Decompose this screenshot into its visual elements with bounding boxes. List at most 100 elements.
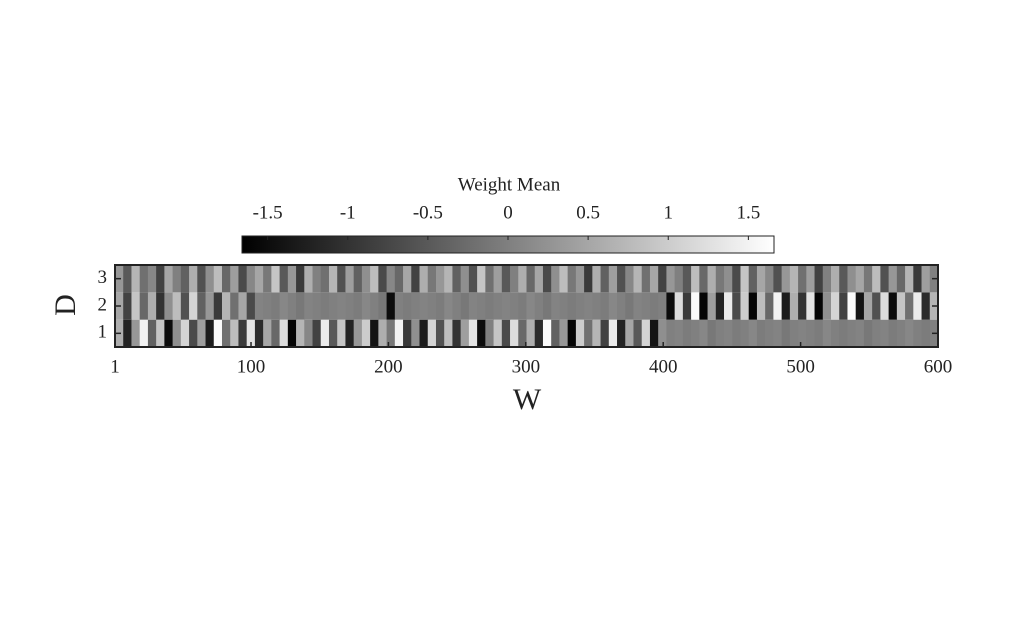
heatmap-cell xyxy=(600,292,610,320)
heatmap-cell xyxy=(831,319,840,347)
heatmap-cell xyxy=(814,319,824,347)
heatmap-cell xyxy=(477,265,486,293)
colorbar-tick-label: 0.5 xyxy=(576,202,600,223)
heatmap-cell xyxy=(913,265,922,293)
heatmap-cell xyxy=(254,319,264,347)
heatmap-cell xyxy=(419,265,429,293)
heatmap-cell xyxy=(386,265,396,293)
heatmap-cell xyxy=(485,265,494,293)
heatmap-cell xyxy=(896,265,906,293)
heatmap-cell xyxy=(888,292,898,320)
heatmap-cell xyxy=(304,319,313,347)
heatmap-cell xyxy=(699,292,708,320)
heatmap-cell xyxy=(444,265,453,293)
heatmap-cell xyxy=(625,292,634,320)
heatmap-cell xyxy=(625,319,634,347)
heatmap-cell xyxy=(575,319,585,347)
heatmap-cell xyxy=(526,292,536,320)
heatmap-cell xyxy=(756,265,766,293)
heatmap-cell xyxy=(691,319,700,347)
heatmap-cell xyxy=(740,265,750,293)
heatmap-cell xyxy=(724,319,733,347)
heatmap-cell xyxy=(378,265,387,293)
heatmap-cell xyxy=(608,319,618,347)
heatmap-cell xyxy=(361,292,371,320)
heatmap-cell xyxy=(542,265,552,293)
heatmap-cell xyxy=(896,319,906,347)
heatmap-cell xyxy=(147,319,157,347)
heatmap-cell xyxy=(831,265,840,293)
colorbar-tick-label: 1.5 xyxy=(736,202,760,223)
heatmap-cell xyxy=(584,319,593,347)
heatmap-cell xyxy=(674,319,684,347)
heatmap-cell xyxy=(592,319,601,347)
heatmap-cell xyxy=(139,319,149,347)
heatmap-cell xyxy=(180,265,190,293)
heatmap-cell xyxy=(773,319,783,347)
heatmap-cell xyxy=(732,319,741,347)
heatmap-cell xyxy=(172,319,182,347)
heatmap-cell xyxy=(724,292,733,320)
heatmap-cell xyxy=(213,265,223,293)
colorbar-tick-label: -1 xyxy=(340,202,356,223)
heatmap-cell xyxy=(246,292,256,320)
colorbar-tick-label: 0 xyxy=(503,202,513,223)
heatmap-cell xyxy=(312,265,322,293)
heatmap-cell xyxy=(806,319,815,347)
heatmap-cell xyxy=(123,265,132,293)
heatmap-cell xyxy=(715,292,725,320)
axes: 1 100 200 300 400 500 600 1 2 3 xyxy=(98,264,952,377)
heatmap-cell xyxy=(287,319,297,347)
heatmap-cell xyxy=(361,265,371,293)
heatmap-cell xyxy=(287,265,297,293)
heatmap-cell xyxy=(156,292,165,320)
heatmap-cell xyxy=(254,265,264,293)
colorbar-tick-label: -1.5 xyxy=(253,202,283,223)
heatmap-cell xyxy=(493,292,503,320)
heatmap-cell xyxy=(822,265,832,293)
heatmap-cell xyxy=(715,265,725,293)
heatmap-cell xyxy=(855,265,865,293)
heatmap-cell xyxy=(378,319,387,347)
heatmap-cell xyxy=(123,292,132,320)
heatmap-cell xyxy=(798,292,807,320)
heatmap-cell xyxy=(197,292,206,320)
heatmap-cell xyxy=(921,292,931,320)
x-tick-label: 500 xyxy=(786,356,815,377)
heatmap-cell xyxy=(863,265,873,293)
heatmap-cell xyxy=(320,292,330,320)
heatmap-cell xyxy=(156,265,165,293)
heatmap-cell xyxy=(353,292,363,320)
heatmap-cell xyxy=(847,292,857,320)
heatmap-cell xyxy=(403,292,412,320)
heatmap-cell xyxy=(131,319,141,347)
heatmap-cell xyxy=(600,319,610,347)
heatmap-cell xyxy=(534,292,544,320)
heatmap-cell xyxy=(617,265,626,293)
heatmap-cell xyxy=(682,265,692,293)
heatmap-cell xyxy=(798,265,807,293)
heatmap-cell xyxy=(913,292,922,320)
heatmap-cell xyxy=(584,292,593,320)
heatmap-cell xyxy=(682,292,692,320)
heatmap-cell xyxy=(370,319,379,347)
heatmap-cell xyxy=(164,319,174,347)
heatmap-cell xyxy=(221,265,231,293)
heatmap-cell xyxy=(370,265,379,293)
heatmap-cell xyxy=(847,319,857,347)
colorbar-tick-label: 1 xyxy=(663,202,673,223)
heatmap-cell xyxy=(863,319,873,347)
heatmap-cell xyxy=(518,319,527,347)
heatmap-cell xyxy=(485,292,494,320)
heatmap-cell xyxy=(213,319,223,347)
heatmap-cell xyxy=(559,319,569,347)
heatmap-cell xyxy=(123,319,132,347)
heatmap-cell xyxy=(312,292,322,320)
heatmap-cell xyxy=(756,319,766,347)
heatmap-cell xyxy=(699,319,708,347)
heatmap xyxy=(115,265,939,347)
heatmap-cell xyxy=(707,319,717,347)
heatmap-cell xyxy=(534,265,544,293)
heatmap-cell xyxy=(649,319,659,347)
heatmap-cell xyxy=(559,292,569,320)
